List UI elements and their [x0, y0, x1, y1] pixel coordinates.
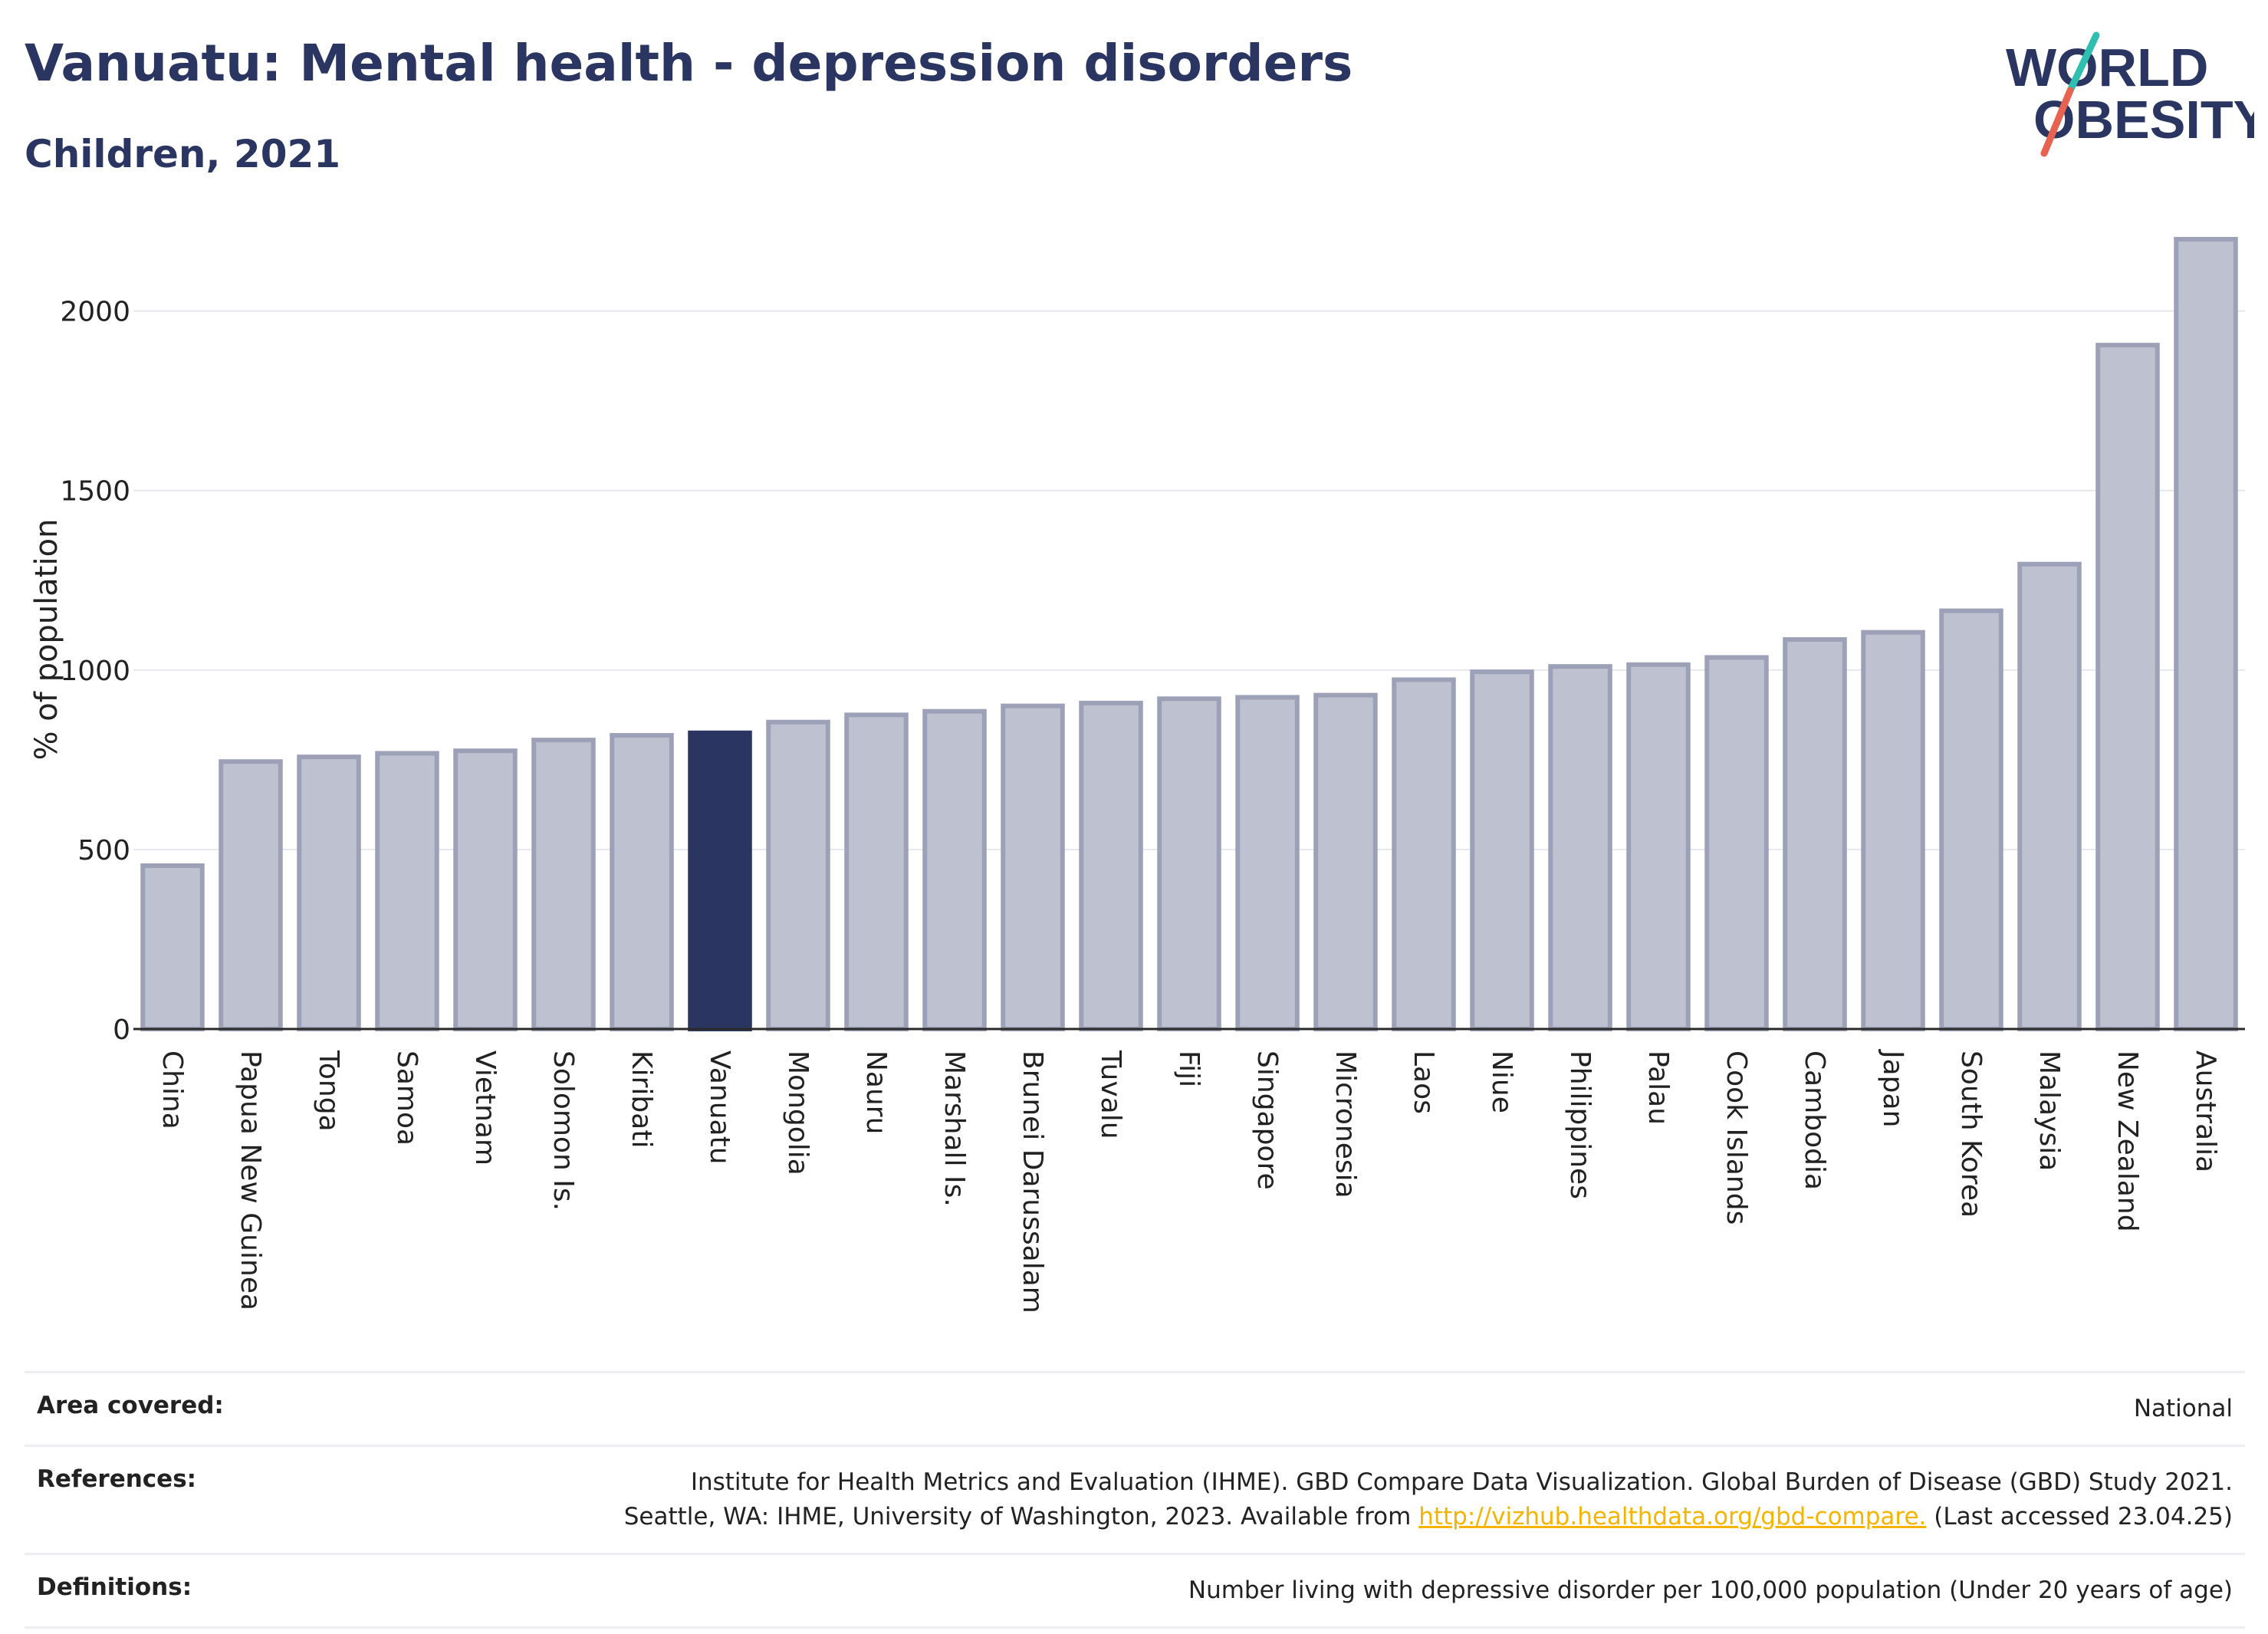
bar-singapore [1235, 695, 1300, 1032]
x-category-label: New Zealand [2112, 1050, 2143, 1232]
x-category-label: Micronesia [1330, 1050, 1361, 1198]
logo-word-1: WORLD [2006, 38, 2208, 97]
bar-palau [1626, 662, 1691, 1032]
bar-marshall-is [922, 709, 987, 1032]
references-line-2-start: Seattle, WA: IHME, University of Washing… [623, 1502, 1419, 1530]
bar-vietnam [453, 748, 518, 1032]
x-category-label: Singapore [1251, 1050, 1283, 1190]
x-category-label: Nauru [860, 1050, 892, 1134]
y-tick-label: 2000 [60, 297, 130, 328]
x-category-label: Malaysia [2033, 1050, 2065, 1171]
x-category-label: Samoa [391, 1050, 422, 1146]
y-axis-ticks: 0 500 1000 1500 2000 [60, 297, 130, 1046]
bar-tuvalu [1079, 700, 1143, 1032]
bar-south-korea [1939, 608, 2003, 1031]
x-category-label: Fiji [1173, 1050, 1205, 1087]
bar-china [140, 863, 205, 1032]
logo-slash-bottom [2040, 87, 2074, 157]
info-value-references: Institute for Health Metrics and Evaluat… [624, 1465, 2233, 1534]
references-line-1: Institute for Health Metrics and Evaluat… [690, 1468, 2233, 1496]
y-tick-label: 500 [77, 835, 130, 866]
x-category-label: Papua New Guinea [235, 1050, 266, 1310]
bar-nauru [844, 712, 909, 1031]
x-category-label: Vanuatu [704, 1050, 735, 1165]
info-table: Area covered: National References: Insti… [25, 1371, 2245, 1629]
x-category-label: Australia [2190, 1050, 2221, 1172]
x-category-label: Vietnam [469, 1050, 501, 1165]
x-category-label: Solomon Is. [547, 1050, 579, 1211]
bar-mongolia [766, 719, 830, 1031]
bar-vanuatu [688, 730, 752, 1031]
y-tick-label: 0 [113, 1014, 130, 1046]
bar-brunei-darussalam [1001, 703, 1065, 1031]
info-row-definitions: Definitions: Number living with depressi… [25, 1552, 2245, 1629]
bar-fiji [1157, 696, 1221, 1031]
info-row-references: References: Institute for Health Metrics… [25, 1444, 2245, 1553]
x-category-label: Marshall Is. [938, 1050, 970, 1207]
info-row-area: Area covered: National [25, 1371, 2245, 1445]
x-category-label: Cambodia [1799, 1050, 1830, 1190]
bar-solomon-is [531, 738, 596, 1031]
bar-samoa [375, 751, 439, 1031]
bar-japan [1861, 630, 1925, 1031]
bar-new-zealand [2095, 343, 2160, 1031]
bar-laos [1392, 677, 1456, 1032]
info-value-area: National [2133, 1395, 2233, 1422]
bar-cambodia [1783, 637, 1847, 1031]
y-tick-label: 1000 [60, 656, 130, 687]
info-key-area: Area covered: [37, 1392, 224, 1419]
logo-slash-top [2066, 31, 2100, 94]
x-category-label: Brunei Darussalam [1017, 1050, 1048, 1313]
references-line-2-end: (Last accessed 23.04.25) [1926, 1502, 2233, 1530]
bar-chart: 0 500 1000 1500 2000 China Papua New Guinea To… [29, 237, 2245, 1313]
references-link[interactable]: http://vizhub.healthdata.org/gbd-compare… [1418, 1502, 1927, 1530]
info-value-definitions: Number living with depressive disorder p… [1188, 1576, 2233, 1604]
bar-malaysia [2017, 561, 2082, 1031]
logo-word-2: OBESITY [2033, 90, 2254, 150]
chart-subtitle: Children, 2021 [25, 132, 341, 176]
x-category-label: South Korea [1955, 1050, 1987, 1218]
y-tick-label: 1500 [60, 476, 130, 508]
x-category-label: Kiribati [626, 1050, 657, 1148]
x-axis-categories: China Papua New Guinea Tonga Samoa Vietnam So… [156, 1049, 2221, 1313]
bar-niue [1470, 669, 1534, 1032]
bar-philippines [1548, 664, 1612, 1031]
x-category-label: Laos [1408, 1050, 1439, 1114]
chart-title: Vanuatu: Mental health - depression diso… [25, 34, 1353, 93]
x-category-label: Mongolia [782, 1050, 814, 1175]
x-category-label: China [156, 1050, 188, 1129]
x-category-label: Niue [1486, 1050, 1517, 1113]
y-axis-title: % of population [29, 519, 64, 761]
x-category-label: Japan [1877, 1049, 1908, 1127]
info-key-references: References: [37, 1465, 197, 1493]
bar-cook-islands [1704, 655, 1769, 1031]
bar-papua-new-guinea [219, 759, 283, 1031]
world-obesity-logo: WORLD OBESITY [2006, 31, 2254, 157]
x-category-label: Palau [1642, 1050, 1674, 1125]
bar-kiribati [610, 733, 674, 1031]
bar-australia [2174, 237, 2238, 1031]
x-category-label: Philippines [1564, 1050, 1596, 1199]
bars [140, 237, 2238, 1032]
x-category-label: Cook Islands [1721, 1050, 1752, 1225]
info-key-definitions: Definitions: [37, 1573, 192, 1601]
bar-tonga [297, 755, 361, 1031]
x-category-label: Tonga [313, 1050, 344, 1132]
bar-micronesia [1313, 692, 1378, 1031]
x-category-label: Tuvalu [1095, 1050, 1126, 1139]
